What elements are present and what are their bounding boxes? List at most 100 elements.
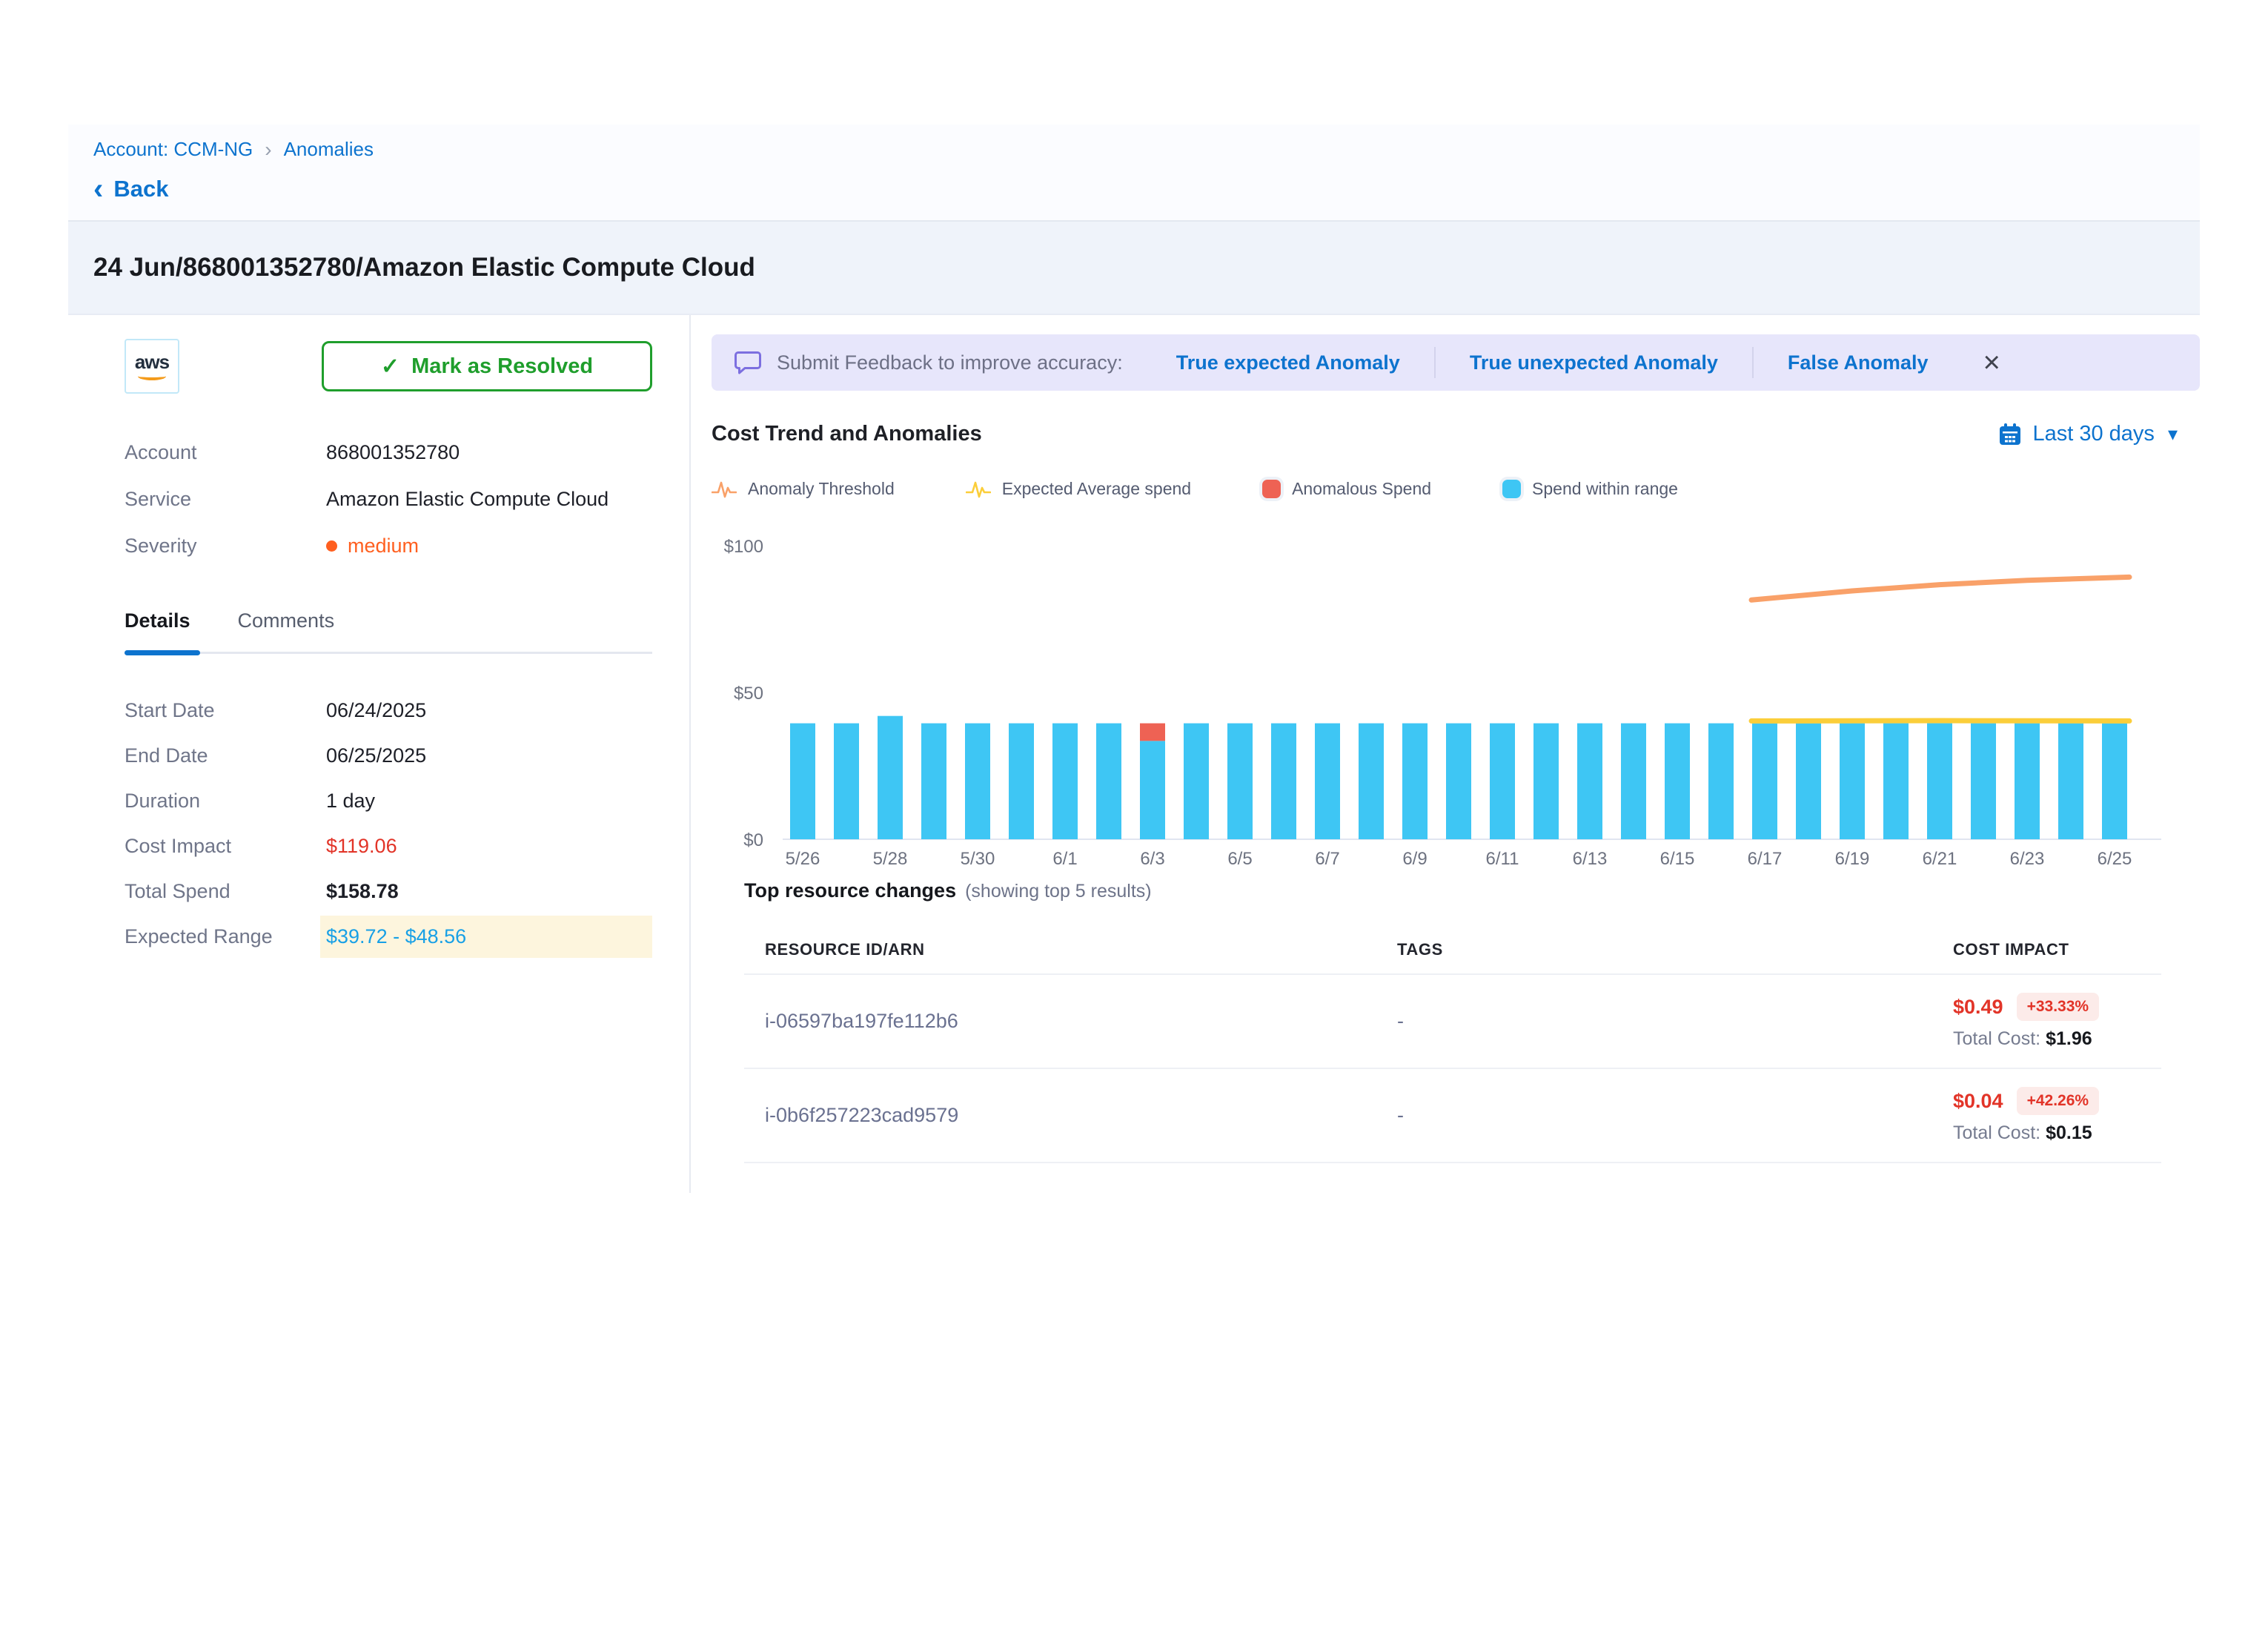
date-range-label: Last 30 days [2032,422,2154,446]
active-tab-indicator [125,650,200,655]
bar[interactable] [1533,724,1559,839]
breadcrumb: Account: CCM-NG › Anomalies [93,138,2175,161]
bar[interactable] [1708,724,1734,839]
tab-comments[interactable]: Comments [238,609,335,632]
breadcrumb-account-link[interactable]: Account: CCM-NG [93,138,253,161]
bar[interactable] [965,724,990,839]
bar[interactable] [1665,724,1690,839]
bar-anomalous-segment[interactable] [1140,724,1165,741]
panel-head: aws ✓ Mark as Resolved [125,339,652,394]
resource-id-link[interactable]: i-0b6f257223cad9579 [744,1104,1376,1127]
detail-row: Duration1 day [125,778,652,824]
info-value-text: Amazon Elastic Compute Cloud [326,488,609,511]
bar-within-range[interactable] [1140,741,1165,839]
x-axis-tick-label: 6/11 [1486,849,1519,869]
x-axis-tick-label: 5/26 [786,849,820,869]
x-axis-tick-label: 6/23 [2010,849,2045,869]
bar[interactable] [1052,724,1078,839]
bar[interactable] [1840,724,1865,839]
bar[interactable] [1402,724,1428,839]
bar[interactable] [1009,724,1034,839]
pulse-line-icon [712,480,737,499]
legend-square-icon [1262,480,1281,498]
page-title: 24 Jun/868001352780/Amazon Elastic Compu… [93,253,2175,282]
aws-smile-icon [138,372,166,380]
info-row: Severitymedium [125,523,652,569]
feedback-option[interactable]: True expected Anomaly [1142,351,1434,374]
chart-title: Cost Trend and Anomalies [712,422,982,446]
detail-label: Expected Range [125,925,326,948]
bar[interactable] [921,724,946,839]
tab-track [125,652,652,654]
bar[interactable] [878,716,903,839]
detail-row: Total Spend$158.78 [125,869,652,914]
date-range-picker[interactable]: Last 30 days ▾ [1998,422,2178,446]
bar[interactable] [1971,724,1996,839]
legend-label: Expected Average spend [1002,479,1191,499]
resource-table-head: RESOURCE ID/ARNTAGSCOST IMPACT [744,926,2161,973]
cost-impact-cell: $0.49+33.33%Total Cost: $1.96 [1932,993,2161,1050]
info-row: ServiceAmazon Elastic Compute Cloud [125,476,652,523]
x-axis-tick-label: 5/28 [873,849,908,869]
resource-id-link[interactable]: i-06597ba197fe112b6 [744,1010,1376,1033]
cost-impact-cell: $0.04+42.26%Total Cost: $0.15 [1932,1087,2161,1144]
resource-section-title-row: Top resource changes (showing top 5 resu… [744,879,2200,902]
bar[interactable] [1752,724,1777,839]
x-axis-tick-label: 6/7 [1315,849,1339,869]
mark-as-resolved-button[interactable]: ✓ Mark as Resolved [322,341,652,391]
total-cost-line: Total Cost: $0.15 [1953,1122,2161,1144]
bar[interactable] [2015,724,2040,839]
bar[interactable] [2058,724,2083,839]
tab-details[interactable]: Details [125,609,190,632]
top-resource-changes-section: Top resource changes (showing top 5 resu… [712,879,2200,1163]
y-axis-tick-label: $50 [734,684,763,704]
bar[interactable] [1359,724,1384,839]
info-value: Amazon Elastic Compute Cloud [326,488,609,511]
anomaly-detail-page: Account: CCM-NG › Anomalies ‹ Back 24 Ju… [68,125,2200,1193]
bar[interactable] [1271,724,1296,839]
detail-rows: Start Date06/24/2025End Date06/25/2025Du… [125,688,652,959]
bar[interactable] [1621,724,1646,839]
bar[interactable] [834,724,859,839]
y-axis-tick-label: $0 [743,830,763,850]
impact-line: $0.49 +33.33% [1953,993,2161,1021]
detail-row: End Date06/25/2025 [125,733,652,778]
resource-section-subtitle: (showing top 5 results) [965,881,1152,902]
top-bar: Account: CCM-NG › Anomalies ‹ Back [68,125,2200,222]
legend-item: Anomalous Spend [1262,479,1431,499]
feedback-option[interactable]: False Anomaly [1754,351,1963,374]
bar[interactable] [790,724,815,839]
breadcrumb-anomalies-link[interactable]: Anomalies [284,138,374,161]
detail-value: $39.72 - $48.56 [320,916,652,958]
total-cost-label: Total Cost: [1953,1028,2046,1049]
info-row: Account868001352780 [125,429,652,476]
feedback-prompt: Submit Feedback to improve accuracy: [777,351,1123,374]
bar[interactable] [1446,724,1471,839]
bar[interactable] [1227,724,1253,839]
speech-bubble-icon [734,350,762,375]
bar[interactable] [1315,724,1340,839]
feedback-option[interactable]: True unexpected Anomaly [1436,351,1752,374]
info-rows: Account868001352780ServiceAmazon Elastic… [125,429,652,569]
impact-percent-badge: +33.33% [2017,993,2100,1021]
aws-logo: aws [125,339,179,394]
calendar-icon [1998,423,2022,446]
severity-dot-icon [326,540,337,552]
title-bar: 24 Jun/868001352780/Amazon Elastic Compu… [68,222,2200,315]
bar[interactable] [1883,724,1909,839]
impact-value: $0.49 [1953,996,2003,1019]
bar[interactable] [1490,724,1515,839]
bar[interactable] [1577,724,1602,839]
back-button[interactable]: ‹ Back [93,176,168,202]
feedback-options: True expected AnomalyTrue unexpected Ano… [1142,347,1963,378]
x-axis-tick-label: 6/5 [1227,849,1252,869]
bar[interactable] [1796,724,1821,839]
severity-value: medium [348,535,419,558]
detail-label: Total Spend [125,880,326,903]
bar[interactable] [1096,724,1121,839]
bar[interactable] [1927,724,1952,839]
bar[interactable] [1184,724,1209,839]
close-icon[interactable]: × [1983,348,2000,377]
cost-trend-chart-svg: $0$50$1005/265/285/306/16/36/56/76/96/11… [712,511,2200,871]
bar[interactable] [2102,724,2127,839]
